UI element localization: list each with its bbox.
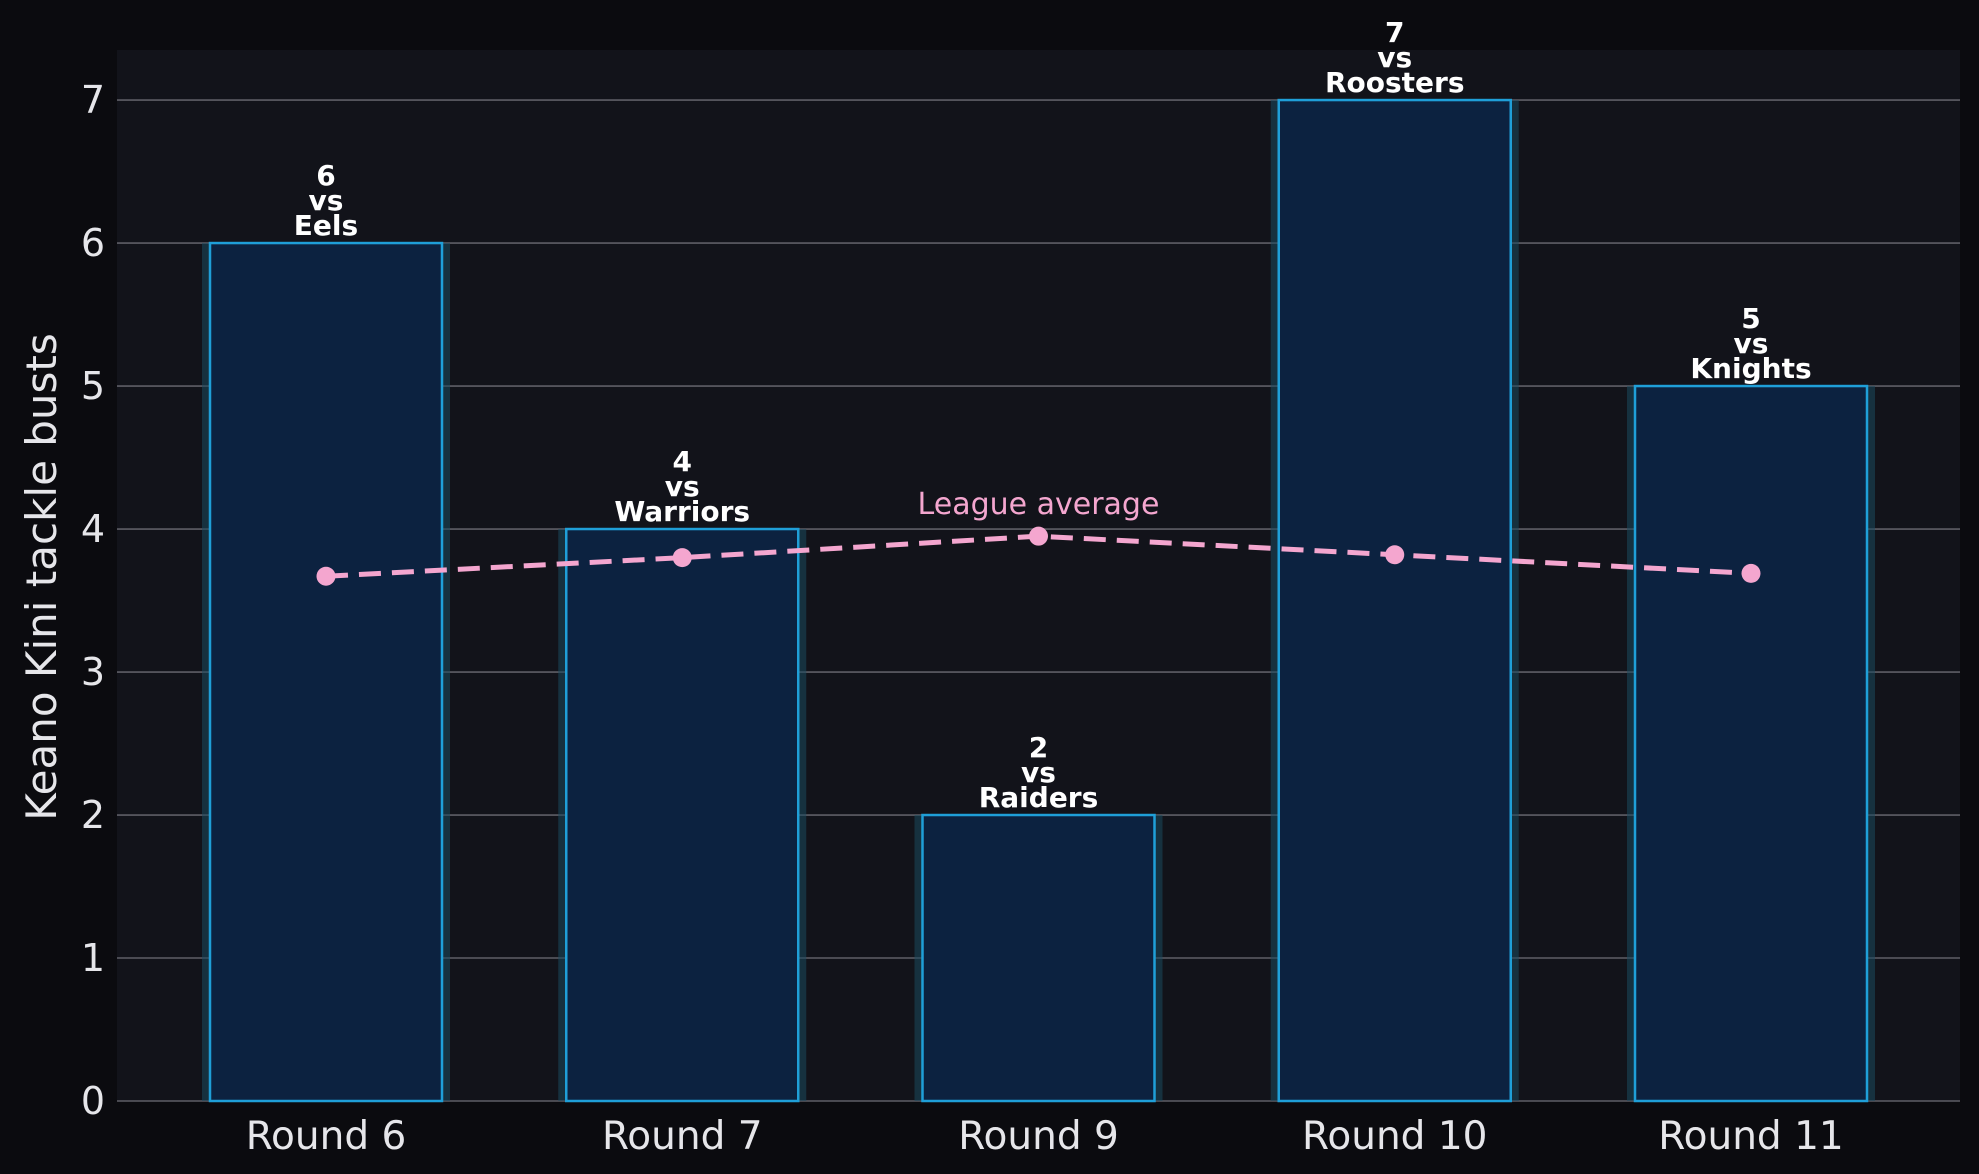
bar-label: 2 — [1029, 731, 1048, 764]
x-tick-label: Round 9 — [958, 1114, 1119, 1159]
league-average-point — [672, 548, 692, 568]
bar — [1633, 384, 1869, 1103]
bar-label: Warriors — [614, 495, 750, 528]
bar-label: Knights — [1690, 352, 1811, 385]
y-tick-label: 5 — [81, 364, 105, 408]
league-average-point — [1029, 526, 1048, 546]
bar — [208, 241, 444, 1103]
bar-labels: 6vsEels4vsWarriors2vsRaiders7vsRoosters5… — [294, 16, 1812, 814]
bar-label: vs — [1734, 327, 1769, 360]
y-tick-label: 2 — [81, 793, 105, 837]
bar-label: vs — [1377, 41, 1412, 74]
bar-label: vs — [309, 184, 344, 217]
y-axis-label: Keano Kini tackle busts — [17, 333, 66, 821]
bar-label: 5 — [1741, 302, 1760, 335]
bars — [202, 98, 1875, 1103]
y-tick-label: 7 — [81, 78, 105, 122]
bar — [921, 813, 1156, 1103]
bar — [1277, 98, 1512, 1103]
bar-label: vs — [665, 470, 700, 503]
league-average-point — [1385, 545, 1405, 565]
x-tick-label: Round 11 — [1658, 1114, 1843, 1159]
y-tick-label: 0 — [81, 1079, 105, 1123]
y-tick-label: 6 — [81, 221, 105, 265]
x-tick-label: Round 6 — [246, 1114, 407, 1159]
x-tick-label: Round 7 — [602, 1114, 763, 1159]
bar-label: Raiders — [979, 781, 1099, 814]
y-axis-ticks: 0 1 2 3 4 5 6 7 — [81, 78, 105, 1123]
x-axis-ticks: Round 6 Round 7 Round 9 Round 10 Round 11 — [246, 1114, 1844, 1159]
league-average-series — [316, 526, 1761, 586]
bar-label: 7 — [1385, 16, 1404, 49]
bar — [565, 527, 800, 1103]
x-tick-label: Round 10 — [1302, 1114, 1487, 1159]
bar-label: 4 — [673, 445, 692, 478]
y-tick-label: 3 — [81, 650, 105, 694]
y-tick-label: 1 — [81, 936, 105, 980]
league-average-annotation: League average — [918, 487, 1160, 522]
league-average-point — [316, 566, 336, 586]
league-average-point — [1741, 563, 1761, 583]
bar-label: Roosters — [1325, 66, 1465, 99]
bar-label: Eels — [294, 209, 358, 242]
bar-label: vs — [1021, 756, 1056, 789]
y-tick-label: 4 — [81, 507, 105, 551]
bar-label: 6 — [316, 159, 335, 192]
